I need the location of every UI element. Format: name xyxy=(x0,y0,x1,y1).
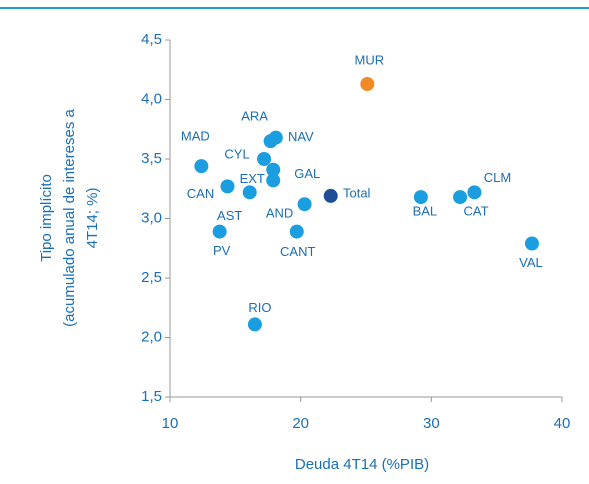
point xyxy=(524,236,539,251)
point-label: AST xyxy=(217,208,242,223)
point xyxy=(247,317,262,332)
point-label: AND xyxy=(266,206,293,221)
point-label: RIO xyxy=(248,300,271,315)
point-label: Total xyxy=(343,185,371,200)
y-axis-title-line: Tipo implícito xyxy=(38,174,55,262)
x-tick-label: 40 xyxy=(554,415,571,432)
y-tick-label: 1,5 xyxy=(141,388,162,405)
point xyxy=(453,190,468,205)
point-label: ARA xyxy=(241,109,268,124)
point-label: MAD xyxy=(181,129,210,144)
point-label: BAL xyxy=(413,204,438,219)
point-label: VAL xyxy=(519,255,543,270)
point-label: CAT xyxy=(464,204,489,219)
point xyxy=(194,159,209,174)
point xyxy=(242,185,257,200)
point-label: CLM xyxy=(484,170,511,185)
point-label: MUR xyxy=(355,52,385,67)
y-tick-label: 2,5 xyxy=(141,269,162,286)
point-label: CANT xyxy=(280,244,315,259)
point-label: GAL xyxy=(294,166,320,181)
y-axis-title-line: 4T14; %) xyxy=(84,188,101,249)
x-axis-title: Deuda 4T14 (%PIB) xyxy=(295,456,429,473)
point-label: PV xyxy=(213,243,231,258)
point-label: CAN xyxy=(187,186,214,201)
x-tick-label: 30 xyxy=(423,415,440,432)
point xyxy=(323,188,338,203)
point xyxy=(289,224,304,239)
point xyxy=(257,152,272,166)
point-label: EXT xyxy=(240,171,265,186)
point xyxy=(268,130,283,145)
y-tick-label: 4,5 xyxy=(141,31,162,48)
point xyxy=(467,185,482,200)
point-label: NAV xyxy=(288,129,314,144)
y-tick-label: 3,5 xyxy=(141,150,162,167)
point xyxy=(266,173,281,188)
x-tick-label: 20 xyxy=(292,415,309,432)
point xyxy=(297,197,312,212)
y-axis-title: Tipo implícito (acumulado anual de inter… xyxy=(38,109,101,327)
point xyxy=(413,190,428,205)
x-tick-label: 10 xyxy=(162,415,179,432)
y-tick-label: 4,0 xyxy=(141,90,162,107)
point xyxy=(220,179,235,194)
y-axis-title-line: (acumulado anual de intereses a xyxy=(61,109,78,327)
point xyxy=(212,224,227,239)
y-tick-label: 3,0 xyxy=(141,209,162,226)
point-label: CYL xyxy=(224,146,249,161)
point xyxy=(266,162,281,177)
y-tick-label: 2,0 xyxy=(141,328,162,345)
point xyxy=(360,77,375,92)
